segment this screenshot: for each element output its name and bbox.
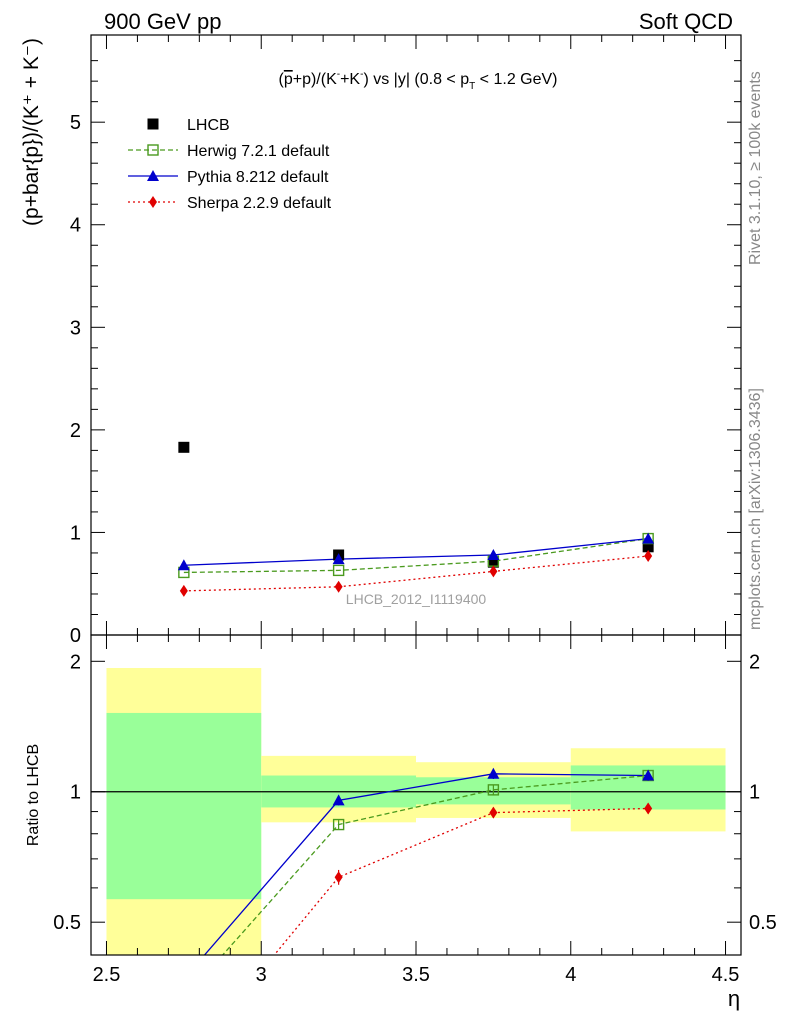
ratio-point-1-1 [332,794,345,806]
main-point-1-1 [332,564,345,577]
ratio-ytick-label-right: 1 [749,782,760,804]
title-after-pbar: +p)/(K [293,71,337,88]
main-point-2-0 [177,559,190,571]
main-point-3-3 [644,550,653,563]
main-ytick-label: 2 [70,420,81,442]
ratio-point-2-2 [489,806,498,819]
legend-marker-3 [149,196,157,208]
main-ylabel: (p+bar{p})/(K⁺ + K⁻) [20,38,43,226]
main-point-3-1 [334,580,343,593]
mcplots-label: mcplots.cern.ch [arXiv:1306.3436] [747,388,764,630]
legend-marker-1 [147,144,159,156]
legend-label-2: Pythia 8.212 default [187,169,329,186]
main-ytick-label: 0 [70,625,81,647]
ratio-ytick-label-right: 2 [749,651,760,673]
main-point-2-2 [487,549,500,560]
main-point-0-2 [487,556,499,568]
rivet-version-label: Rivet 3.1.10, ≥ 100k events [747,71,764,265]
title-mid: +K [340,71,360,88]
ratio-xtick-label: 4.5 [712,964,740,986]
ratio-line-2 [273,807,649,955]
title-open: ( [278,71,284,88]
ratio-ytick-label-left: 1 [70,782,81,804]
ratio-ytick-label-left: 0.5 [53,912,81,934]
legend-marker-0 [147,118,159,130]
main-point-2-3 [642,532,655,544]
ratio-xtick-label: 3 [256,964,267,986]
main-ytick-label: 4 [70,215,81,237]
main-point-3-0 [179,584,188,597]
title-after: ) vs |y| (0.8 < p [363,71,469,88]
analysis-watermark: LHCB_2012_I1119400 [346,591,487,607]
ratio-point-0-2 [487,784,500,796]
title-sup2: - [360,69,363,80]
ratio-point-2-1 [334,871,343,884]
plot-title: (p+p)/(K-+K-) vs |y| (0.8 < pT < 1.2 GeV… [278,69,557,92]
header-right-label: Soft QCD [639,9,733,34]
main-point-2-1 [332,553,345,565]
main-ytick-label: 3 [70,317,81,339]
ratio-line-0 [221,774,649,955]
title-pbar: p [284,71,293,88]
title-end: < 1.2 GeV) [475,71,557,88]
ratio-band-green-0 [106,712,262,900]
x-axis-label: η [728,986,740,1011]
main-point-0-3 [642,541,654,553]
main-ytick-label: 1 [70,522,81,544]
ratio-point-1-0 [178,973,190,984]
title-sup1: - [337,69,340,80]
main-point-0-0 [178,441,190,453]
ratio-xtick-label: 3.5 [402,964,430,986]
main-line-2 [183,537,649,566]
legend-marker-2 [147,170,159,181]
main-ytick-label: 5 [70,112,81,134]
legend-label-1: Herwig 7.2.1 default [187,143,330,160]
ratio-ytick-label-right: 0.5 [749,912,777,934]
ratio-panel: 0.5 0.5 1 1 2 2 2.5 3 3.5 4 4.5 Ratio to LHCB η [25,634,777,1011]
legend: LHCB Herwig 7.2.1 default Pythia 8.212 def… [128,117,332,212]
ratio-point-0-0 [179,994,189,1004]
ratio-ytick-label-left: 2 [70,651,81,673]
ratio-point-0-1 [332,818,345,831]
main-point-3-2 [489,565,498,578]
ratio-xtick-label: 4 [565,964,576,986]
main-line-3 [183,555,649,592]
ratio-ylabel: Ratio to LHCB [25,744,42,846]
ratio-point-1-3 [642,769,655,781]
ratio-line-1 [203,773,649,955]
main-line-1 [183,537,649,574]
ratio-point-1-2 [487,767,500,779]
header-left-label: 900 GeV pp [104,9,221,34]
legend-label-3: Sherpa 2.2.9 default [187,195,332,212]
ratio-xtick-label: 2.5 [93,964,121,986]
legend-label-0: LHCB [187,117,230,134]
ratio-point-2-3 [644,802,653,815]
title-sub: T [469,81,475,92]
